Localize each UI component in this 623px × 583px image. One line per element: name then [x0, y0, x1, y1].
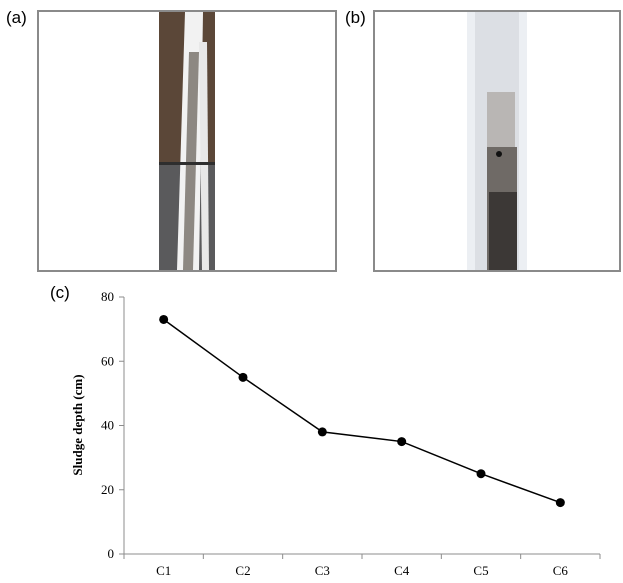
panel-b-label: (b): [345, 8, 366, 27]
sludge-column-photo-a: [159, 12, 215, 270]
data-point: [476, 469, 486, 479]
data-point: [397, 437, 407, 447]
x-tick-label: C1: [156, 563, 171, 578]
x-tick-label: C5: [473, 563, 488, 578]
data-point: [159, 314, 169, 324]
data-point: [317, 427, 327, 437]
y-tick-label: 80: [101, 289, 114, 304]
y-axis-label: Sludge depth (cm): [70, 374, 85, 475]
panel-c-label: (c): [50, 283, 70, 302]
sludge-column-photo-b: [467, 12, 527, 270]
x-tick-label: C4: [394, 563, 410, 578]
x-tick-label: C3: [315, 563, 330, 578]
x-tick-labels: C1 C2 C3 C4 C5 C6: [156, 563, 568, 578]
y-tick-label: 0: [108, 546, 115, 561]
panel-a-label: (a): [6, 8, 27, 27]
photo-panel-b: [373, 10, 621, 272]
series-line: [163, 318, 561, 504]
data-point: [555, 498, 565, 508]
chart-axes: [119, 296, 601, 559]
y-tick-label: 20: [101, 482, 114, 497]
data-point: [238, 372, 248, 382]
y-tick-label: 40: [101, 418, 114, 433]
x-tick-label: C2: [235, 563, 250, 578]
x-tick-label: C6: [553, 563, 569, 578]
y-tick-label: 60: [101, 353, 114, 368]
photo-panel-a: [37, 10, 337, 272]
y-tick-labels: 0 20 40 60 80: [101, 289, 114, 561]
chart-series: [159, 314, 565, 508]
